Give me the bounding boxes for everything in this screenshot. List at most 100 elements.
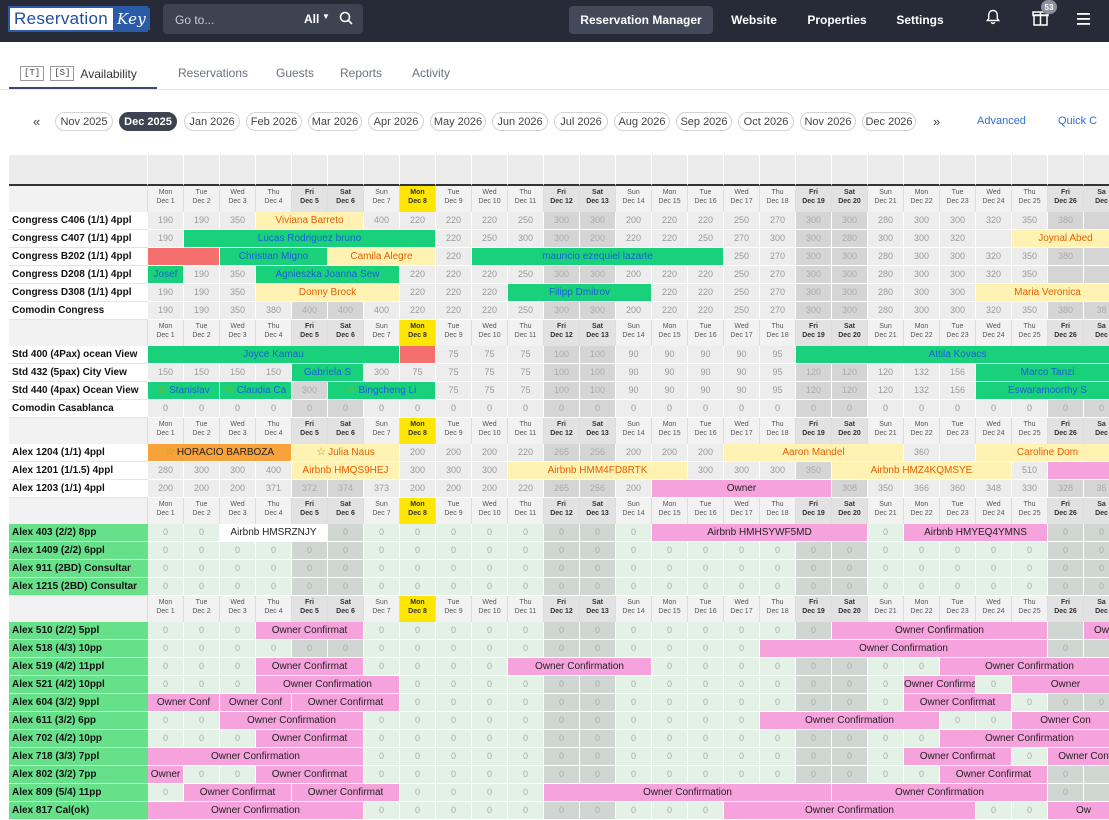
rate-cell[interactable]: 90 — [652, 364, 688, 381]
rate-cell[interactable]: 90 — [688, 346, 724, 363]
rate-cell[interactable]: 0 — [832, 694, 868, 711]
rate-cell[interactable]: 90 — [724, 346, 760, 363]
rate-cell[interactable]: 0 — [1048, 766, 1084, 783]
rate-cell[interactable]: 0 — [1012, 560, 1048, 577]
booking-bar[interactable]: Owner Confirmation — [544, 784, 832, 801]
rate-cell[interactable]: 200 — [220, 480, 256, 497]
rate-cell[interactable]: 0 — [760, 658, 796, 675]
rate-cell[interactable]: 0 — [544, 766, 580, 783]
rate-cell[interactable]: 0 — [400, 524, 436, 541]
month-pill[interactable]: Jul 2026 — [554, 112, 608, 131]
rate-cell[interactable] — [1084, 212, 1109, 229]
rate-cell[interactable]: 220 — [508, 480, 544, 497]
month-pill[interactable]: Nov 2026 — [800, 112, 856, 131]
rate-cell[interactable]: 0 — [400, 730, 436, 747]
rate-cell[interactable]: 0 — [832, 658, 868, 675]
booking-bar[interactable]: Owner Conf — [220, 694, 292, 711]
rate-cell[interactable]: 0 — [688, 622, 724, 639]
rate-cell[interactable]: 0 — [328, 560, 364, 577]
rate-cell[interactable]: 0 — [652, 748, 688, 765]
rate-cell[interactable]: 366 — [904, 480, 940, 497]
room-name[interactable]: Alex 718 (3/3) 7ppl — [9, 748, 148, 766]
rate-cell[interactable]: 0 — [328, 400, 364, 417]
rate-cell[interactable]: 0 — [940, 542, 976, 559]
rate-cell[interactable]: 350 — [1012, 266, 1048, 283]
rate-cell[interactable]: 280 — [868, 266, 904, 283]
rate-cell[interactable]: 0 — [616, 748, 652, 765]
rate-cell[interactable]: 300 — [904, 284, 940, 301]
booking-bar[interactable] — [148, 248, 220, 265]
booking-bar[interactable]: Owner Confirmation — [256, 676, 400, 693]
room-name[interactable]: Std 440 (4pax) Ocean View — [9, 382, 148, 400]
room-name[interactable]: Alex 521 (4/2) 10ppl — [9, 676, 148, 694]
rate-cell[interactable]: 350 — [220, 302, 256, 319]
rate-cell[interactable]: 0 — [328, 578, 364, 595]
rate-cell[interactable] — [940, 444, 976, 461]
rate-cell[interactable]: 0 — [148, 730, 184, 747]
rate-cell[interactable]: 300 — [580, 302, 616, 319]
rate-cell[interactable]: 0 — [1048, 578, 1084, 595]
rate-cell[interactable]: 200 — [436, 480, 472, 497]
rate-cell[interactable]: 0 — [148, 712, 184, 729]
rate-cell[interactable]: 0 — [760, 748, 796, 765]
rate-cell[interactable]: 0 — [472, 676, 508, 693]
rate-cell[interactable]: 0 — [184, 766, 220, 783]
nav-reservation-manager[interactable]: Reservation Manager — [569, 6, 713, 34]
nav-settings[interactable]: Settings — [896, 13, 944, 27]
rate-cell[interactable]: 0 — [724, 560, 760, 577]
rate-cell[interactable]: 0 — [472, 694, 508, 711]
rate-cell[interactable]: 0 — [976, 542, 1012, 559]
rate-cell[interactable]: 270 — [760, 284, 796, 301]
rate-cell[interactable]: 0 — [1084, 400, 1109, 417]
nav-website[interactable]: Website — [731, 13, 777, 27]
rate-cell[interactable]: 0 — [868, 694, 904, 711]
rate-cell[interactable]: 0 — [400, 542, 436, 559]
quick-link[interactable]: Quick C — [1058, 115, 1098, 127]
rate-cell[interactable] — [1084, 784, 1109, 801]
rate-cell[interactable]: 250 — [724, 212, 760, 229]
rate-cell[interactable]: 120 — [796, 364, 832, 381]
rate-cell[interactable]: 90 — [616, 346, 652, 363]
rate-cell[interactable]: 0 — [976, 712, 1012, 729]
rate-cell[interactable]: 200 — [616, 480, 652, 497]
rate-cell[interactable]: 90 — [616, 382, 652, 399]
rate-cell[interactable]: 200 — [472, 444, 508, 461]
rate-cell[interactable]: 0 — [652, 766, 688, 783]
rate-cell[interactable]: 0 — [472, 524, 508, 541]
rate-cell[interactable]: 0 — [976, 400, 1012, 417]
month-pill[interactable]: Aug 2026 — [614, 112, 670, 131]
rate-cell[interactable]: 250 — [688, 230, 724, 247]
rate-cell[interactable]: 0 — [472, 622, 508, 639]
room-name[interactable]: Std 432 (5pax) City View — [9, 364, 148, 382]
booking-bar[interactable]: Airbnb HMZ4KQMSYE — [832, 462, 1012, 479]
rate-cell[interactable]: 0 — [400, 578, 436, 595]
rate-cell[interactable]: 0 — [580, 542, 616, 559]
rate-cell[interactable]: 0 — [400, 766, 436, 783]
rate-cell[interactable]: 0 — [832, 578, 868, 595]
rate-cell[interactable]: 0 — [256, 400, 292, 417]
booking-bar[interactable]: Maria Veronica — [976, 284, 1109, 301]
rate-cell[interactable]: 372 — [292, 480, 328, 497]
rate-cell[interactable]: 0 — [868, 578, 904, 595]
rate-cell[interactable]: 320 — [976, 302, 1012, 319]
rate-cell[interactable]: 300 — [292, 382, 328, 399]
search-icon[interactable] — [338, 10, 354, 26]
room-name[interactable]: Alex 611 (3/2) 6pp — [9, 712, 148, 730]
rate-cell[interactable]: 300 — [184, 462, 220, 479]
rate-cell[interactable]: 0 — [508, 802, 544, 819]
booking-bar[interactable]: Agnieszka Joanna Sew — [256, 266, 400, 283]
room-name[interactable]: Alex 604 (3/2) 9ppl — [9, 694, 148, 712]
rate-cell[interactable]: 220 — [616, 230, 652, 247]
rate-cell[interactable]: 0 — [868, 766, 904, 783]
search-scope-dropdown[interactable]: All — [304, 12, 320, 26]
rate-cell[interactable]: 220 — [652, 230, 688, 247]
rate-cell[interactable]: 0 — [508, 694, 544, 711]
rate-cell[interactable]: 300 — [580, 266, 616, 283]
rate-cell[interactable]: 0 — [256, 578, 292, 595]
rate-cell[interactable]: 0 — [760, 578, 796, 595]
booking-bar[interactable]: Owner Confirmat — [256, 766, 364, 783]
rate-cell[interactable]: 0 — [832, 400, 868, 417]
rate-cell[interactable]: 300 — [796, 302, 832, 319]
rate-cell[interactable]: 250 — [472, 230, 508, 247]
booking-bar[interactable]: Owner Con — [1012, 712, 1109, 729]
